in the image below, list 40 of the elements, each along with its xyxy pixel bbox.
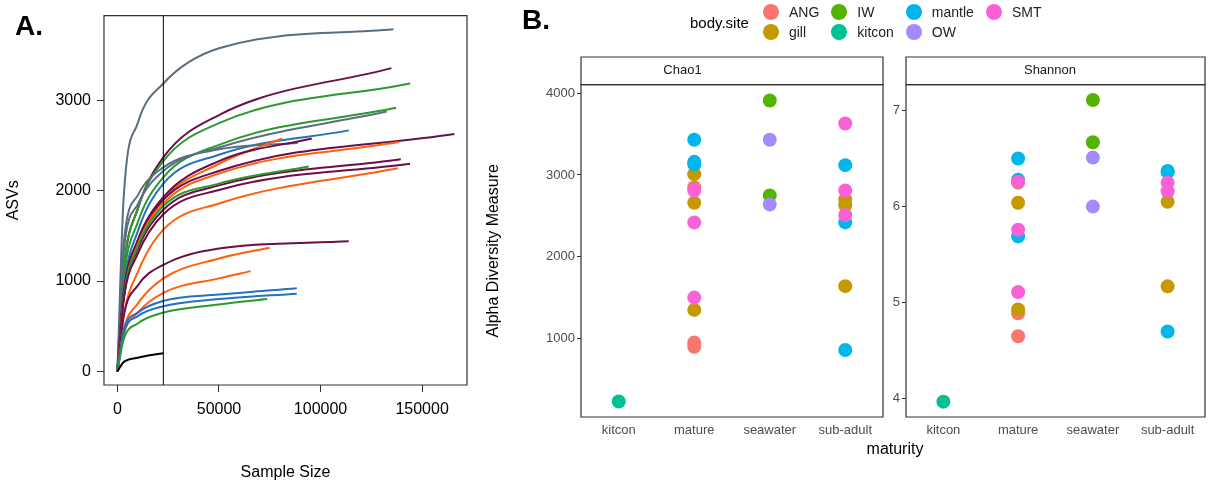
y-tick-label: 1000 xyxy=(55,271,92,289)
legend-label: mantle xyxy=(931,4,974,20)
x-tick-label: 50000 xyxy=(196,400,242,418)
y-tick-label: 0 xyxy=(82,361,92,379)
x-tick-label: seawater xyxy=(743,422,797,438)
y-tick-label: 4000 xyxy=(546,84,575,100)
y-tick-label: 7 xyxy=(892,102,900,118)
x-tick-label: seawater xyxy=(1066,422,1120,438)
legend-label: IW xyxy=(857,4,875,20)
chart-title: Chao1 xyxy=(663,62,702,78)
y-tick-label: 2000 xyxy=(55,181,92,199)
legend-label: gill xyxy=(788,24,807,40)
legend-title: body.site xyxy=(690,13,749,31)
legend-label: ANG xyxy=(788,4,820,20)
x-axis-title: Sample Size xyxy=(240,462,331,480)
y-tick-label: 2000 xyxy=(546,248,575,264)
y-tick-label: 5 xyxy=(892,294,900,310)
chart-title: Shannon xyxy=(1023,62,1077,78)
x-tick-label: 100000 xyxy=(293,400,348,418)
x-axis-title: maturity xyxy=(866,440,924,458)
x-tick-label: sub-adult xyxy=(818,422,873,438)
legend-label: SMT xyxy=(1011,4,1042,20)
legend-label: kitcon xyxy=(857,24,894,40)
x-tick-label: kitcon xyxy=(601,422,636,438)
legend-label: OW xyxy=(931,24,956,40)
y-axis-title: Alpha Diversity Measure xyxy=(484,164,502,338)
x-tick-label: kitcon xyxy=(926,422,961,438)
y-tick-label: 1000 xyxy=(546,330,575,346)
y-axis-title: ASVs xyxy=(4,180,22,221)
y-tick-label: 4 xyxy=(892,390,900,406)
y-tick-label: 3000 xyxy=(55,91,92,108)
x-tick-label: 0 xyxy=(112,400,122,418)
x-tick-label: 150000 xyxy=(395,400,449,418)
text: A. xyxy=(15,10,43,42)
y-tick-label: 6 xyxy=(892,198,900,214)
x-tick-label: mature xyxy=(997,422,1039,438)
text: B. xyxy=(522,4,550,36)
x-tick-label: mature xyxy=(674,422,715,438)
y-tick-label: 3000 xyxy=(546,166,575,182)
x-tick-label: sub-adult xyxy=(1140,422,1195,438)
